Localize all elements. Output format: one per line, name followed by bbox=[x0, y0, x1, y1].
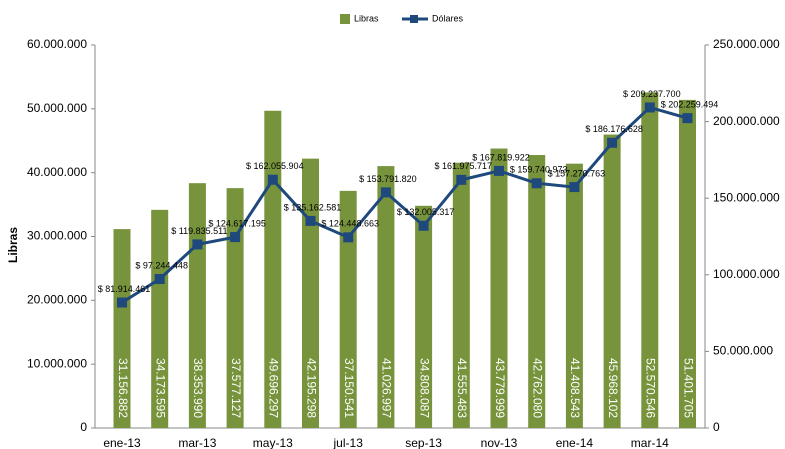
x-tick-label: sep-13 bbox=[405, 436, 442, 449]
bar-value-label: 43.779.999 bbox=[493, 358, 507, 418]
y-tick-label: 40.000.000 bbox=[27, 165, 87, 179]
x-tick-label: may-13 bbox=[253, 436, 293, 449]
line-marker bbox=[154, 274, 165, 285]
line-marker bbox=[117, 297, 127, 308]
line-marker bbox=[380, 187, 391, 198]
legend-label: Libras bbox=[354, 13, 379, 23]
y-tick-label: 10.000.000 bbox=[27, 356, 87, 370]
line-marker bbox=[418, 220, 429, 231]
line-value-label: $ 119.835.511 bbox=[171, 226, 227, 236]
line bbox=[121, 105, 688, 304]
bar bbox=[603, 134, 621, 428]
bar bbox=[415, 205, 433, 428]
bar bbox=[302, 158, 319, 428]
bar bbox=[528, 155, 546, 428]
bar bbox=[641, 92, 659, 428]
line-marker bbox=[682, 113, 693, 124]
y2-tick-label: 50.000.000 bbox=[713, 344, 773, 358]
line-marker bbox=[494, 165, 504, 176]
line-value-label: $ 202.259.494 bbox=[661, 100, 719, 110]
x-tick-label: mar-14 bbox=[631, 436, 669, 449]
legend-swatch bbox=[410, 15, 418, 23]
bar bbox=[452, 162, 470, 429]
y2-tick-label: 150.000.000 bbox=[713, 190, 780, 204]
y-tick-label: 50.000.000 bbox=[27, 101, 87, 115]
line-value-label: $ 124.448.663 bbox=[321, 219, 379, 229]
line-value-label: $ 162.055.904 bbox=[246, 161, 304, 171]
y-tick-label: 30.000.000 bbox=[27, 229, 87, 243]
bar-value-label: 34.808.087 bbox=[417, 358, 431, 418]
line-marker bbox=[230, 232, 241, 243]
y-tick-label: 20.000.000 bbox=[27, 293, 87, 307]
line-marker bbox=[267, 174, 278, 185]
line-marker bbox=[305, 215, 316, 226]
y2-tick-label: 200.000.000 bbox=[713, 114, 780, 128]
line-value-label: $ 157.270.763 bbox=[548, 168, 606, 178]
y-tick-label: 0 bbox=[80, 420, 87, 434]
bar-value-label: 41.408.543 bbox=[568, 358, 582, 418]
bar-value-label: 52.570.546 bbox=[644, 358, 658, 418]
x-tick-label: nov-13 bbox=[481, 436, 518, 449]
line-marker bbox=[644, 102, 655, 113]
x-tick-label: jul-13 bbox=[333, 436, 364, 449]
bar-value-label: 42.762.080 bbox=[531, 358, 545, 418]
bar bbox=[264, 110, 282, 428]
line-value-label: $ 153.791.820 bbox=[359, 174, 417, 184]
bar bbox=[490, 148, 508, 429]
x-tick-label: ene-14 bbox=[556, 436, 594, 449]
bar-value-label: 41.026.997 bbox=[380, 358, 394, 418]
bar-value-label: 45.968.102 bbox=[606, 358, 620, 418]
y-axis-label: Libras bbox=[6, 227, 20, 263]
bar-value-label: 31.156.882 bbox=[116, 358, 130, 418]
line-marker bbox=[343, 232, 354, 243]
bar-value-label: 37.150.541 bbox=[342, 358, 356, 418]
line-marker bbox=[607, 137, 618, 148]
line-value-label: $ 209.237.700 bbox=[623, 89, 681, 99]
bar-value-label: 42.195.298 bbox=[304, 358, 318, 418]
line-marker bbox=[569, 182, 580, 193]
bar bbox=[113, 229, 131, 428]
bar bbox=[151, 209, 169, 428]
y-tick-label: 60.000.000 bbox=[27, 37, 87, 51]
line-value-label: $ 97.244.448 bbox=[135, 260, 188, 270]
line-value-label: $ 135.162.581 bbox=[284, 202, 342, 212]
bar-value-label: 34.173.595 bbox=[154, 358, 168, 418]
line-value-label: $ 167.819.922 bbox=[472, 152, 530, 162]
bar bbox=[339, 190, 357, 428]
bar bbox=[226, 188, 244, 428]
legend-swatch bbox=[340, 14, 350, 24]
line-marker bbox=[456, 174, 467, 185]
line-value-label: $ 159.740.973 bbox=[510, 165, 568, 175]
bar-value-label: 37.577.127 bbox=[229, 358, 243, 418]
y2-tick-label: 250.000.000 bbox=[713, 37, 780, 51]
line-value-label: $ 81.914.461 bbox=[98, 284, 151, 294]
x-tick-label: mar-13 bbox=[178, 436, 216, 449]
line-value-label: $ 124.617.195 bbox=[208, 218, 266, 228]
line-value-label: $ 132.005.317 bbox=[397, 207, 455, 217]
bar-value-label: 49.696.297 bbox=[267, 358, 281, 418]
line-marker bbox=[531, 178, 542, 189]
bar-value-label: 51.401.705 bbox=[681, 358, 695, 418]
line-marker bbox=[192, 239, 203, 250]
bar bbox=[679, 99, 696, 429]
bar bbox=[377, 166, 395, 428]
bar-value-label: 38.353.990 bbox=[191, 358, 205, 418]
x-tick-label: ene-13 bbox=[103, 436, 141, 449]
line-value-label: $ 161.975.717 bbox=[435, 161, 493, 171]
bar bbox=[565, 163, 583, 428]
legend-label: Dólares bbox=[432, 13, 464, 23]
line-value-label: $ 186.176.628 bbox=[585, 124, 643, 134]
y2-tick-label: 0 bbox=[713, 420, 720, 434]
bar-value-label: 41.555.483 bbox=[455, 358, 469, 418]
y2-tick-label: 100.000.000 bbox=[713, 267, 780, 281]
